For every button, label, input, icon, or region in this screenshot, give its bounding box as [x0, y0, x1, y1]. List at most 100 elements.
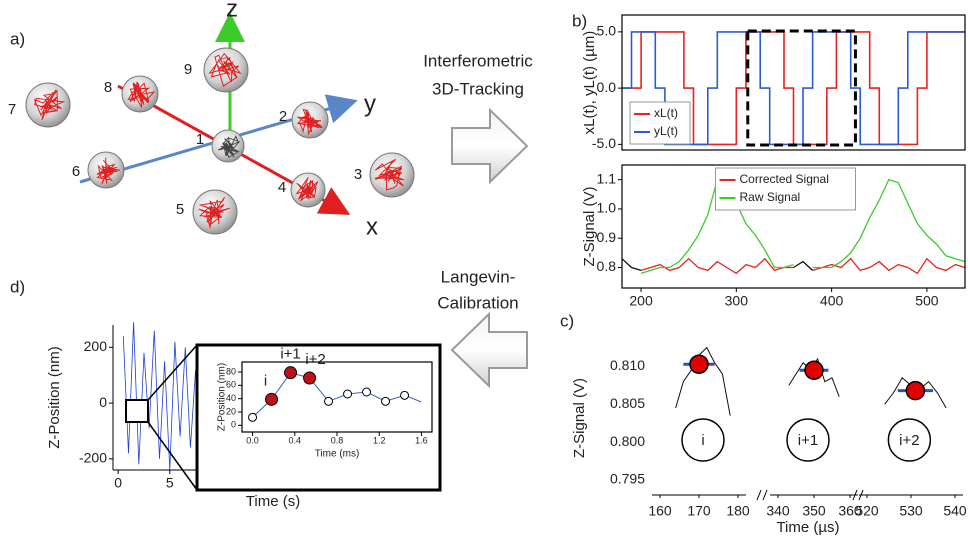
point [324, 396, 334, 406]
y-tick-label: 0.810 [610, 357, 645, 373]
y-tick-label: 60 [226, 380, 236, 390]
point [265, 392, 279, 406]
bead-label: 2 [279, 108, 287, 125]
axis-break [756, 489, 762, 501]
y-tick-label: 200 [84, 338, 108, 354]
axis-label: z [226, 0, 238, 22]
zoom-line [147, 421, 198, 491]
y-tick-label: 0.9 [597, 229, 617, 245]
arrow [451, 107, 529, 185]
zoom-line [147, 344, 198, 401]
point [905, 380, 926, 401]
trajectory [296, 108, 323, 136]
zoom-square [125, 399, 149, 423]
x-tick-label: 530 [899, 503, 923, 519]
y-tick-label: 0.795 [610, 471, 645, 487]
series-line [640, 257, 966, 275]
label-circle [786, 418, 830, 462]
point-label: i [264, 372, 267, 389]
plot-area [252, 372, 422, 418]
y-axis-label: xL(t), yL(t) (µm) [581, 31, 598, 135]
bead-label: 7 [8, 101, 16, 118]
point-label: i+1 [280, 346, 300, 363]
trajectory [374, 158, 405, 191]
bead-label: 3 [354, 166, 362, 183]
x-tick-label: 300 [725, 293, 749, 309]
legend-label: Corrected Signal [740, 172, 829, 186]
trajectory [127, 81, 156, 108]
arrow-label: Calibration [437, 293, 518, 312]
point [689, 354, 709, 374]
axis-break [858, 489, 864, 501]
series-line [621, 258, 814, 272]
y-tick-label: -200 [79, 450, 107, 466]
x-tick-label: 350 [802, 503, 826, 519]
x-tick-label: 200 [629, 293, 653, 309]
legend-box [715, 167, 856, 211]
y-axis-label: Z-Signal (V) [581, 186, 598, 266]
label-circle [681, 418, 725, 462]
x-tick-label: 5 [166, 475, 174, 491]
point [362, 387, 372, 397]
arrow [450, 311, 528, 389]
legend-box [629, 101, 691, 145]
panel-label: d) [10, 277, 25, 296]
trajectory [33, 89, 66, 121]
point [400, 390, 410, 400]
legend-label: Raw Signal [740, 190, 801, 204]
y-axis-label: Z-Position (nm) [217, 363, 228, 431]
panel-label: b) [572, 11, 587, 30]
series-line [252, 372, 422, 418]
x-tick-label: 1.6 [415, 435, 428, 445]
x-tick-label: 540 [943, 503, 967, 519]
arrow-label: 3D-Tracking [432, 79, 524, 98]
axis-label: y [364, 90, 376, 117]
trajectory [198, 197, 231, 228]
y-tick-label: 0.0 [597, 79, 617, 95]
highlight-box [746, 29, 857, 147]
arrow-label: Interferometric [423, 51, 533, 70]
trajectory [295, 177, 319, 202]
y-tick-label: 0.805 [610, 395, 645, 411]
y-tick-label: 1.1 [597, 170, 617, 186]
x-tick-label: 0.0 [246, 435, 259, 445]
bead-label: 6 [72, 163, 80, 180]
y-tick-label: 5.0 [597, 23, 617, 39]
legend-label: xL(t) [654, 106, 678, 120]
y-tick-label: -5.0 [592, 135, 616, 151]
x-axis-label: Time (µs) [776, 519, 839, 536]
y-tick-label: 0 [231, 420, 236, 430]
point-label: i+1 [798, 432, 818, 449]
x-tick-label: 170 [687, 503, 711, 519]
y-tick-label: 0.8 [597, 258, 617, 274]
y-tick-label: 1.0 [597, 200, 617, 216]
x-tick-label: 340 [766, 503, 790, 519]
point [248, 412, 258, 422]
x-tick-label: 360 [838, 503, 862, 519]
bead-label: 4 [278, 179, 286, 196]
panel-label: c) [560, 311, 574, 330]
bead-label: 1 [196, 131, 204, 148]
y-tick-label: 80 [226, 366, 236, 376]
plot-frame [621, 164, 966, 289]
bead-label: 5 [176, 201, 184, 218]
point-label: i [701, 432, 704, 449]
arrow-label: Langevin- [441, 267, 516, 286]
plot-area [621, 178, 966, 275]
plot-area [622, 31, 965, 146]
point [284, 366, 298, 380]
point [804, 360, 824, 380]
series-line [622, 31, 965, 146]
legend-label: yL(t) [654, 124, 678, 138]
axis-label: x [366, 213, 378, 240]
x-tick-label: 500 [915, 293, 939, 309]
inset-background [195, 343, 442, 492]
bead-label: 9 [184, 61, 192, 78]
x-tick-label: 400 [820, 293, 844, 309]
x-tick-label: 0.4 [289, 435, 302, 445]
x-axis-label: Time (ms) [315, 449, 360, 460]
point-label: i+2 [899, 432, 919, 449]
y-tick-label: 0.800 [610, 433, 645, 449]
trajectory [217, 135, 240, 159]
